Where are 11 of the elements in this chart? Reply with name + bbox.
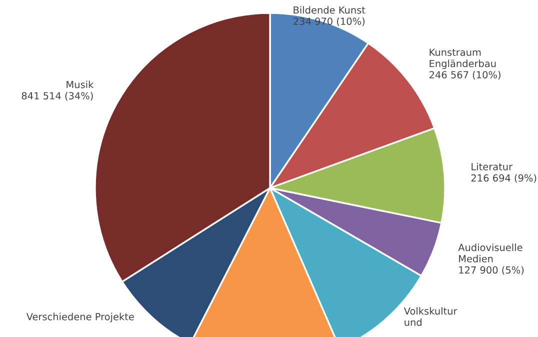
slice-label: Kunstraum Engländerbau [430,48,496,70]
data-label: 246 567 (10%) [430,70,500,80]
slice-label: Literatur [472,162,513,170]
data-label: 127 900 (5%) [459,266,524,275]
slice-label: Volkskultur und [404,307,458,326]
slice-label: Verschiedene Projekte [26,312,134,322]
slice-label: Musik [66,80,94,88]
data-label: 841 514 (34%) [22,92,93,101]
slice-label: Bildende Kunst [294,6,366,14]
data-label: 216 694 (9%) [471,174,536,183]
slice-label: Audiovisuelle Medien [458,244,522,262]
